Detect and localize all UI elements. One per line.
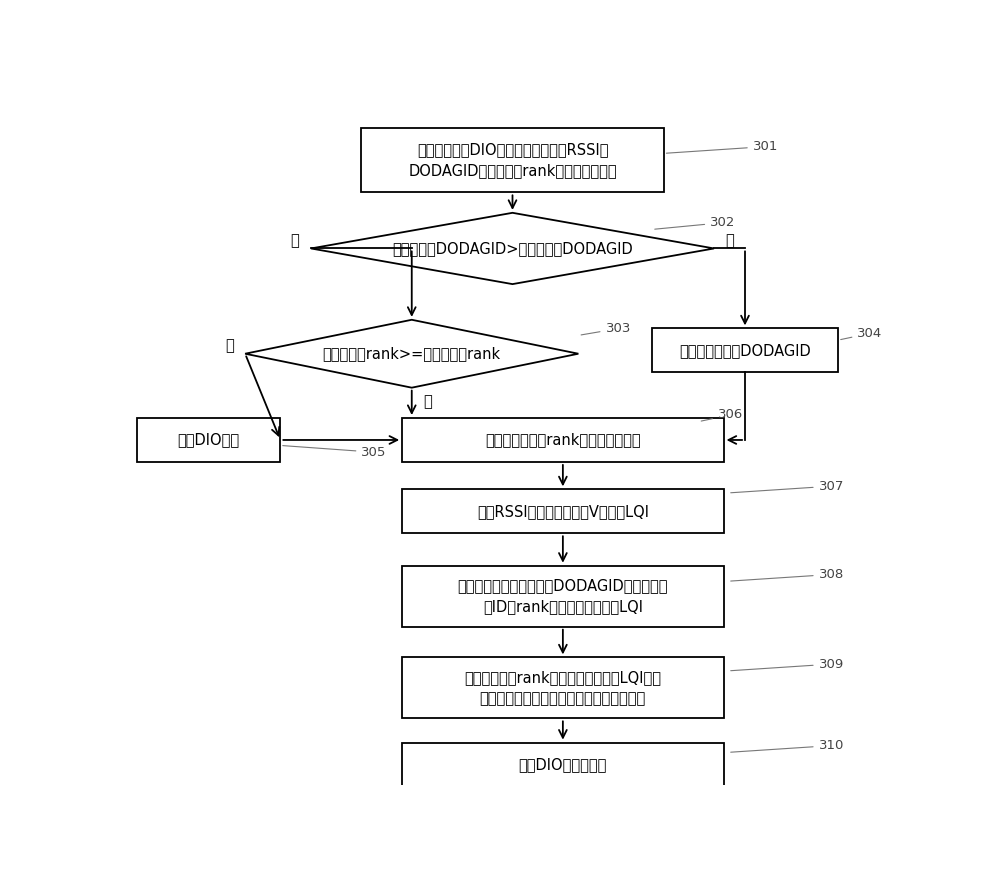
Text: 是: 是 (726, 233, 734, 248)
Text: 中间节点收到DIO消息并解析，获取RSSI、
DODAGID、发送者的rank和剩余能量等级: 中间节点收到DIO消息并解析，获取RSSI、 DODAGID、发送者的rank和… (408, 142, 617, 178)
Text: 构建DIO消息并广播: 构建DIO消息并广播 (519, 757, 607, 772)
Text: 306: 306 (701, 408, 743, 422)
Text: 301: 301 (666, 140, 778, 153)
Text: 发送节点的DODAGID>中间节点的DODAGID: 发送节点的DODAGID>中间节点的DODAGID (392, 241, 633, 256)
Text: 否: 否 (291, 233, 299, 248)
Text: 303: 303 (581, 322, 631, 335)
Text: 根据RSSI计算发送节点和V之间的LQI: 根据RSSI计算发送节点和V之间的LQI (477, 504, 649, 519)
Text: 目标函数利用rank、剩余能量等级和LQI三种
度量信息以及相应的约束条件计算最优路径: 目标函数利用rank、剩余能量等级和LQI三种 度量信息以及相应的约束条件计算最… (464, 669, 661, 706)
Text: 302: 302 (655, 216, 736, 229)
Bar (402, 490, 724, 534)
Text: 307: 307 (731, 480, 844, 493)
Text: 310: 310 (731, 739, 844, 752)
Bar (402, 418, 724, 462)
Bar (402, 657, 724, 719)
Text: 计算中间节点的DODAGID: 计算中间节点的DODAGID (679, 343, 811, 358)
Text: 308: 308 (731, 568, 844, 581)
Text: 305: 305 (283, 445, 387, 459)
Bar (361, 128, 664, 192)
Text: 309: 309 (731, 658, 844, 670)
Text: 创建父节点列表，并保存DODAGID、发送节点
的ID、rank和剩余能量等级、LQI: 创建父节点列表，并保存DODAGID、发送节点 的ID、rank和剩余能量等级、… (458, 579, 668, 614)
Text: 发送节点的rank>=中间节点的rank: 发送节点的rank>=中间节点的rank (323, 347, 501, 362)
Text: 304: 304 (841, 327, 883, 340)
Bar (652, 328, 838, 372)
Text: 是: 是 (225, 338, 234, 353)
Text: 丢弃DIO消息: 丢弃DIO消息 (178, 432, 240, 447)
Bar (402, 565, 724, 627)
Polygon shape (311, 213, 714, 284)
Text: 计算中间节点的rank和剩余能量等级: 计算中间节点的rank和剩余能量等级 (485, 432, 641, 447)
Bar (137, 418, 280, 462)
Bar (402, 743, 724, 787)
Text: 否: 否 (423, 394, 432, 409)
Polygon shape (245, 320, 578, 388)
